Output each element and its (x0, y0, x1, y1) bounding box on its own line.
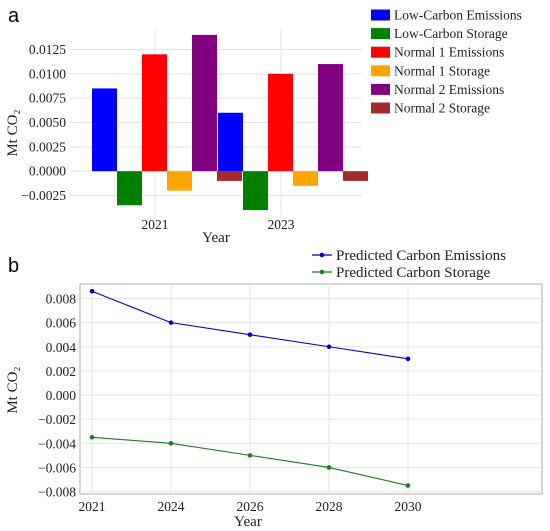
bar (192, 34, 217, 172)
data-point (247, 332, 253, 337)
y-tick-label: 0.0050 (29, 115, 66, 130)
data-point (168, 441, 174, 446)
data-point (89, 434, 95, 440)
panel-b-x-ticks: 2021 2024 2026 2028 2030 (79, 499, 422, 514)
panel-a-x-ticks: 2021 2023 (142, 217, 295, 232)
legend-label: Normal 1 Emissions (394, 45, 504, 60)
panel-a-legend: Low-Carbon Emissions Low-Carbon Storage No… (371, 8, 522, 116)
panel-a-y-ticks: −0.0025 0.0000 0.0025 0.0050 0.0075 0.0100 0.0… (21, 42, 66, 203)
legend-swatch (371, 65, 390, 77)
y-tick-label: 0.004 (46, 340, 77, 355)
panel-a-letter: a (8, 5, 20, 27)
y-tick-label: −0.0025 (21, 188, 66, 203)
legend-label: Predicted Carbon Storage (336, 265, 490, 281)
y-tick-label: 0.002 (46, 364, 76, 379)
legend-label: Normal 2 Emissions (394, 82, 504, 97)
x-tick-label: 2021 (79, 499, 106, 514)
data-point (247, 453, 253, 458)
x-tick-label: 2026 (237, 499, 264, 514)
panel-b-y-ticks: −0.008 −0.006 −0.004 −0.002 0.000 0.002 0.004 0… (38, 291, 76, 499)
y-tick-label: 0.0125 (29, 42, 66, 57)
x-tick-label: 2028 (316, 499, 343, 514)
x-tick-label: 2024 (158, 499, 185, 514)
data-point (89, 288, 95, 294)
panel-a-y-axis-label: Mt CO₂ (5, 109, 21, 156)
panel-b-letter: b (8, 255, 19, 277)
legend-swatch (371, 83, 390, 95)
panel-b-line-chart: b −0.008 −0.006 −0.004 −0.002 0.000 0.002 0.00… (5, 248, 543, 530)
y-tick-label: 0.0000 (29, 164, 66, 179)
legend-label: Normal 1 Storage (394, 63, 490, 78)
legend-label: Low-Carbon Emissions (394, 8, 522, 23)
bar (243, 171, 268, 211)
y-tick-label: 0.006 (46, 316, 77, 331)
legend-swatch (371, 9, 390, 21)
legend-label: Low-Carbon Storage (394, 26, 508, 41)
y-tick-label: 0.000 (46, 388, 77, 403)
legend-swatch (371, 28, 390, 40)
legend-marker (319, 252, 325, 258)
legend-swatch (371, 46, 390, 58)
x-tick-label: 2021 (142, 217, 169, 232)
panel-b-gridlines (80, 284, 542, 494)
x-tick-label: 2030 (395, 499, 422, 514)
x-tick-label: 2023 (268, 217, 295, 232)
bar (218, 112, 243, 172)
bar (167, 171, 192, 191)
panel-b-y-axis-label: Mt CO₂ (5, 366, 21, 413)
bar (318, 64, 343, 172)
data-point (326, 465, 332, 470)
data-point (405, 483, 411, 488)
data-point (326, 344, 332, 350)
y-tick-label: 0.008 (46, 291, 77, 306)
bar (117, 171, 142, 206)
bar (343, 171, 368, 181)
y-tick-label: −0.008 (38, 485, 76, 500)
legend-marker (319, 269, 325, 275)
y-tick-label: 0.0100 (29, 66, 66, 81)
bar (293, 171, 318, 186)
legend-label: Normal 2 Storage (394, 101, 490, 116)
panel-b-plot-frame (79, 283, 543, 495)
y-tick-label: −0.004 (38, 436, 76, 451)
bar (268, 73, 293, 172)
legend-swatch (371, 102, 390, 114)
y-tick-label: 0.0025 (29, 139, 66, 154)
bar (92, 88, 117, 172)
panel-a-x-axis-label: Year (202, 230, 230, 246)
y-tick-label: −0.002 (38, 412, 76, 427)
panel-b-lines (89, 288, 411, 488)
panel-a-bars (92, 34, 368, 211)
panel-b-x-axis-label: Year (234, 514, 262, 530)
legend-label: Predicted Carbon Emissions (336, 248, 506, 264)
data-point (405, 356, 411, 362)
y-tick-label: 0.0075 (29, 91, 66, 106)
data-point (168, 320, 174, 325)
panel-a-bar-chart: a −0.0025 0.0000 0.0025 0.0050 0.0075 0.0100 0… (5, 5, 522, 246)
bar (217, 171, 242, 181)
bar (142, 54, 167, 172)
y-tick-label: −0.006 (38, 460, 76, 475)
